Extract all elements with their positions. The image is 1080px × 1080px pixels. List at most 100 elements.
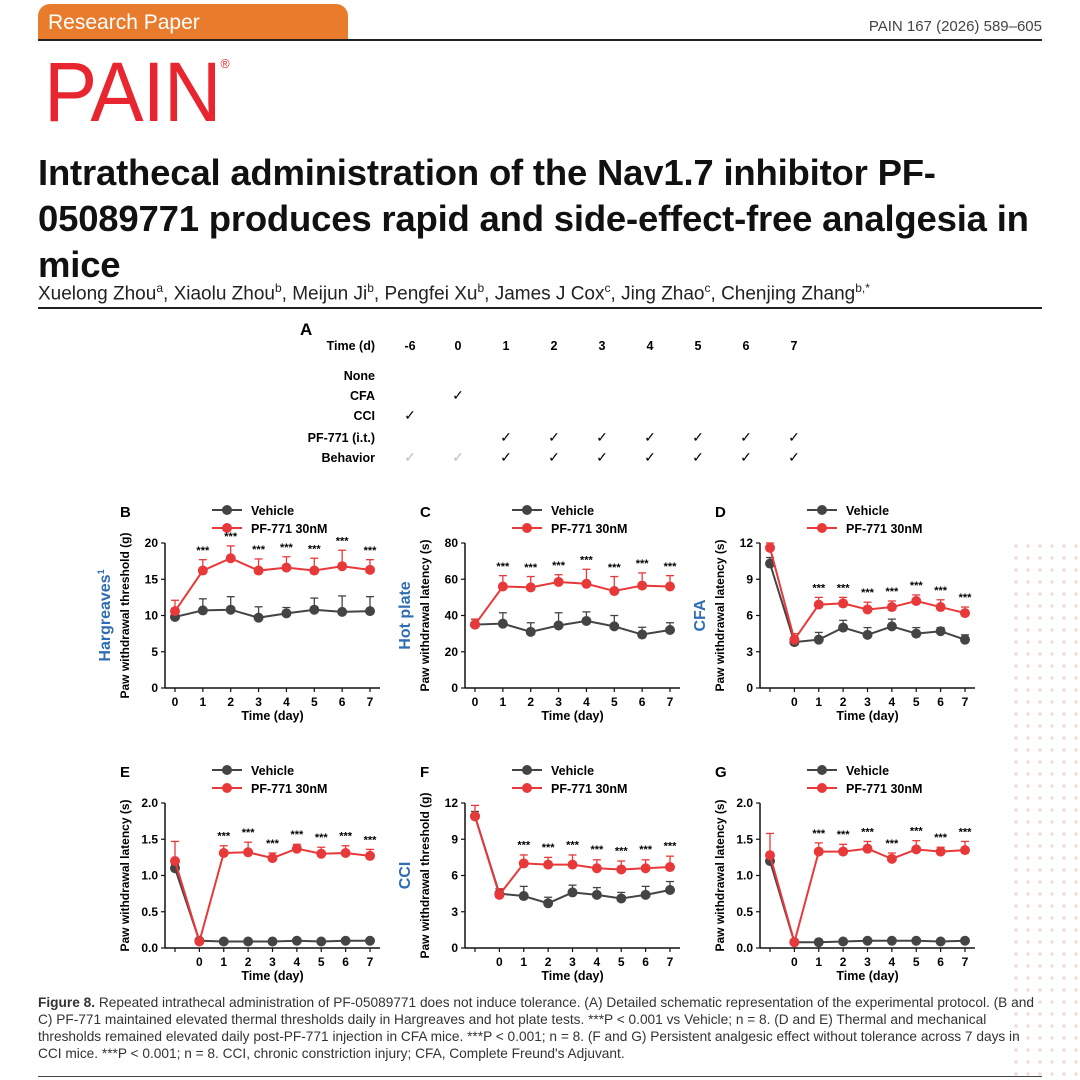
panel-label: B (120, 504, 131, 521)
data-point (525, 582, 536, 593)
significance-mark: *** (566, 839, 580, 851)
data-point (365, 564, 375, 575)
x-tick-label: 4 (594, 955, 601, 969)
significance-mark: *** (308, 544, 322, 556)
data-point (813, 846, 824, 857)
legend-label: Vehicle (551, 504, 594, 518)
y-tick-label: 1.0 (736, 869, 753, 883)
check-mark: ✓ (740, 429, 752, 445)
y-tick-label: 80 (445, 536, 459, 550)
assay-label: Hargreaves1 (96, 569, 114, 661)
legend-marker (222, 783, 232, 793)
x-tick-label: 4 (889, 695, 896, 709)
data-point (640, 889, 651, 900)
x-tick-label: 1 (520, 955, 527, 969)
author-name: Jing Zhao (621, 283, 705, 305)
protocol-row-label: None (344, 369, 375, 383)
chart-panel-b: B Vehicle PF-771 30nM 0 5 10 15 20 0 1 2 3 4 5 6 7 Time … (96, 504, 380, 723)
y-tick-label: 9 (451, 832, 458, 846)
day-label: 5 (695, 339, 702, 353)
y-tick-label: 9 (746, 572, 753, 586)
x-axis-label: Time (day) (241, 709, 303, 723)
article-title: Intrathecal administration of the Nav1.7… (38, 152, 1029, 285)
x-tick-label: 5 (318, 955, 325, 969)
day-label: 7 (791, 339, 798, 353)
data-point (616, 893, 627, 904)
data-point (862, 935, 873, 946)
y-tick-label: 0 (451, 681, 458, 695)
check-mark: ✓ (692, 429, 704, 445)
check-mark: ✓ (548, 449, 560, 465)
y-tick-label: 6 (746, 609, 753, 623)
check-mark: ✓ (788, 429, 800, 445)
data-point (470, 811, 480, 822)
significance-mark: *** (315, 832, 329, 844)
article-type-label: Research Paper (48, 11, 200, 34)
data-point (197, 605, 208, 616)
y-tick-label: 0 (151, 681, 158, 695)
data-point (281, 608, 292, 619)
data-point (838, 622, 849, 633)
check-mark: ✓ (596, 449, 608, 465)
assay-label: CFA (692, 599, 709, 631)
author-affiliation: a (156, 281, 164, 295)
figure-caption: Figure 8. Repeated intrathecal administr… (38, 994, 1043, 1062)
data-point (365, 606, 375, 617)
author-name: James J Cox (494, 283, 605, 305)
check-mark-faint: ✓ (452, 449, 464, 465)
data-point (935, 936, 946, 947)
significance-mark: *** (242, 827, 256, 839)
x-tick-label: 6 (642, 955, 649, 969)
x-tick-label: 2 (245, 955, 252, 969)
data-point (789, 634, 800, 645)
data-point (581, 578, 592, 589)
y-tick-label: 0.0 (736, 941, 753, 955)
data-point (838, 846, 849, 857)
x-tick-label: 0 (791, 695, 798, 709)
x-tick-label: 3 (864, 955, 871, 969)
data-point (581, 615, 592, 626)
legend-label: Vehicle (251, 764, 294, 778)
x-tick-label: 5 (618, 955, 625, 969)
data-point (225, 553, 236, 564)
significance-mark: *** (615, 845, 629, 857)
y-axis-label: Paw withdrawal latency (s) (418, 539, 432, 691)
legend-marker (817, 505, 827, 515)
data-point (862, 604, 873, 615)
day-label: 3 (599, 339, 606, 353)
significance-mark: *** (252, 544, 266, 556)
check-mark: ✓ (644, 429, 656, 445)
x-tick-label: 4 (583, 695, 590, 709)
check-mark: ✓ (500, 429, 512, 445)
check-mark: ✓ (452, 387, 464, 403)
title-rule (38, 307, 1042, 309)
significance-mark: *** (580, 555, 594, 567)
significance-mark: *** (934, 585, 948, 597)
legend-marker (222, 765, 232, 775)
y-tick-label: 40 (445, 609, 459, 623)
legend-marker (522, 783, 532, 793)
data-point (518, 891, 529, 902)
legend-marker (817, 765, 827, 775)
figure-number: Figure 8. (38, 995, 96, 1010)
legend-label: PF-771 30nM (846, 522, 922, 536)
data-point (765, 850, 775, 861)
data-point (553, 576, 564, 587)
legend-marker (522, 505, 532, 515)
x-axis-label: Time (day) (836, 709, 898, 723)
y-tick-label: 10 (145, 609, 159, 623)
series-line (174, 867, 370, 943)
data-point (309, 565, 320, 576)
y-tick-label: 0 (746, 681, 753, 695)
x-tick-label: 0 (196, 955, 203, 969)
author-list: Xuelong Zhoua, Xiaolu Zhoub, Meijun Jib,… (38, 281, 870, 305)
significance-mark: *** (885, 586, 899, 598)
data-point (497, 581, 508, 592)
significance-mark: *** (542, 842, 556, 854)
data-point (197, 565, 208, 576)
y-axis-label: Paw withdrawal latency (s) (713, 539, 727, 691)
check-mark: ✓ (692, 449, 704, 465)
x-tick-label: 4 (889, 955, 896, 969)
data-point (665, 625, 675, 635)
data-point (862, 843, 873, 854)
